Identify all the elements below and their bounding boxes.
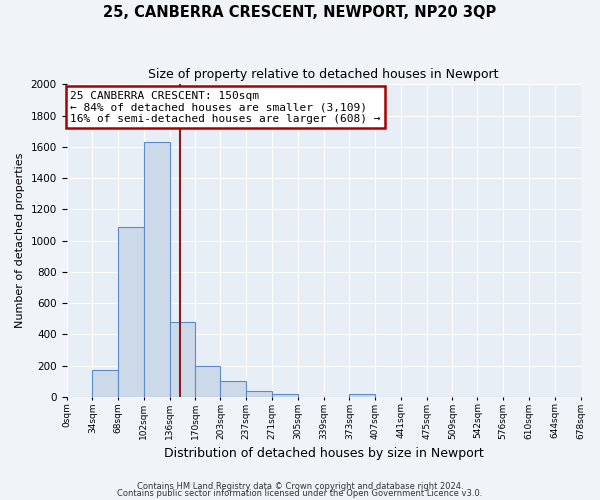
Bar (144, 142, 170, 397)
Text: 25, CANBERRA CRESCENT, NEWPORT, NP20 3QP: 25, CANBERRA CRESCENT, NEWPORT, NP20 3QP (103, 5, 497, 20)
Bar (272, 394, 298, 396)
Bar (349, 394, 375, 396)
Bar (196, 366, 220, 396)
X-axis label: Distribution of detached houses by size in Newport: Distribution of detached houses by size … (164, 447, 484, 460)
Title: Size of property relative to detached houses in Newport: Size of property relative to detached ho… (148, 68, 499, 80)
Text: 25 CANBERRA CRESCENT: 150sqm
← 84% of detached houses are smaller (3,109)
16% of: 25 CANBERRA CRESCENT: 150sqm ← 84% of de… (70, 90, 381, 124)
Y-axis label: Number of detached properties: Number of detached properties (15, 153, 25, 328)
Bar (92, 370, 118, 396)
Bar (246, 392, 272, 396)
Bar (170, 322, 196, 396)
Bar (220, 381, 246, 396)
Text: Contains HM Land Registry data © Crown copyright and database right 2024.: Contains HM Land Registry data © Crown c… (137, 482, 463, 491)
Bar (118, 226, 144, 396)
Text: Contains public sector information licensed under the Open Government Licence v3: Contains public sector information licen… (118, 490, 482, 498)
